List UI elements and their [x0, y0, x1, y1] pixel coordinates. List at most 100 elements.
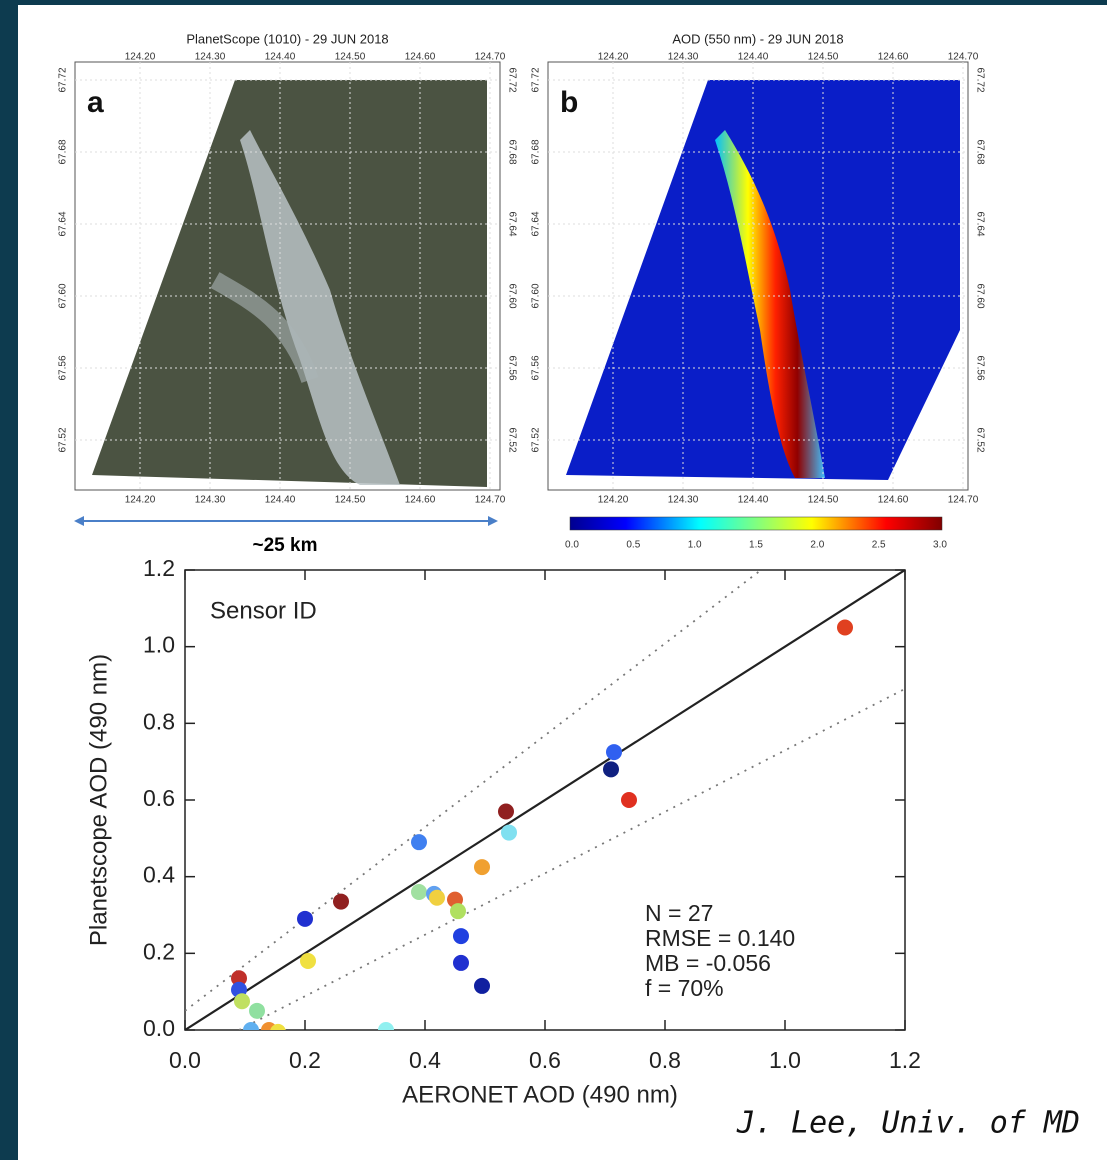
y-tick-label: 1.2: [143, 555, 175, 581]
lon-label: 124.60: [405, 495, 436, 506]
stat-text: f = 70%: [645, 975, 724, 1001]
smoke-plume: [210, 272, 319, 383]
colorbar-label: 0.5: [626, 540, 640, 551]
data-point: [243, 1022, 259, 1030]
lat-label: 67.68: [974, 139, 985, 164]
lat-label: 67.56: [58, 355, 69, 380]
data-point: [453, 928, 469, 945]
x-tick-label: 1.2: [889, 1047, 921, 1073]
lat-label: 67.60: [531, 283, 542, 308]
colorbar-label: 3.0: [933, 540, 947, 551]
x-tick-label: 0.4: [409, 1047, 441, 1073]
lon-label: 124.20: [125, 495, 156, 506]
map-title: PlanetScope (1010) - 29 JUN 2018: [186, 31, 388, 46]
lat-label: 67.56: [506, 355, 517, 380]
x-tick-label: 1.0: [769, 1047, 801, 1073]
lon-label: 124.20: [598, 52, 629, 63]
data-point: [249, 1002, 265, 1019]
data-point: [231, 970, 247, 987]
y-axis-label: Planetscope AOD (490 nm): [85, 654, 112, 946]
scale-label: ~25 km: [253, 535, 318, 556]
lat-label: 67.56: [974, 355, 985, 380]
colorbar-label: 1.0: [688, 540, 702, 551]
top-bar: [0, 0, 1107, 5]
lat-label: 67.60: [58, 283, 69, 308]
lon-label: 124.60: [878, 52, 909, 63]
lon-label: 124.70: [475, 495, 506, 506]
colorbar-label: 2.5: [872, 540, 886, 551]
stat-text: MB = -0.056: [645, 950, 771, 976]
lat-label: 67.64: [974, 211, 985, 236]
lat-label: 67.60: [974, 283, 985, 308]
data-point: [297, 910, 313, 927]
lat-label: 67.68: [506, 139, 517, 164]
data-point: [837, 619, 853, 636]
lat-label: 67.60: [506, 283, 517, 308]
stat-text: N = 27: [645, 900, 713, 926]
annotation: Sensor ID: [210, 597, 317, 624]
data-point: [501, 824, 517, 841]
lon-label: 124.70: [475, 52, 506, 63]
lat-label: 67.64: [531, 211, 542, 236]
y-tick-label: 0.2: [143, 938, 175, 964]
lat-label: 67.72: [58, 67, 69, 92]
lon-label: 124.40: [265, 52, 296, 63]
data-point: [603, 761, 619, 778]
x-tick-label: 0.6: [529, 1047, 561, 1073]
lat-label: 67.64: [506, 211, 517, 236]
map-frame: [74, 61, 501, 491]
arrow-head: [488, 516, 498, 526]
x-tick-label: 0.0: [169, 1047, 201, 1073]
data-point: [606, 744, 622, 761]
y-tick-label: 0.8: [143, 708, 175, 734]
lon-label: 124.50: [808, 495, 839, 506]
map-frame: [547, 61, 969, 491]
data-point: [474, 859, 490, 876]
lon-label: 124.60: [878, 495, 909, 506]
data-point: [300, 953, 316, 969]
lon-label: 124.30: [668, 495, 699, 506]
data-point: [429, 889, 445, 906]
colorbar-label: 0.0: [565, 540, 579, 551]
data-point: [411, 834, 427, 851]
lon-label: 124.50: [808, 52, 839, 63]
data-point: [453, 954, 469, 971]
lon-label: 124.70: [948, 52, 979, 63]
lon-label: 124.30: [195, 495, 226, 506]
data-point: [450, 903, 466, 920]
x-tick-label: 0.2: [289, 1047, 321, 1073]
data-point: [333, 893, 349, 910]
colorbar: [569, 516, 943, 531]
data-point: [498, 803, 514, 820]
lat-label: 67.56: [531, 355, 542, 380]
x-axis-label: AERONET AOD (490 nm): [402, 1081, 678, 1108]
stat-text: RMSE = 0.140: [645, 925, 795, 951]
lon-label: 124.20: [598, 495, 629, 506]
lat-label: 67.52: [58, 427, 69, 452]
panel-letter: a: [87, 86, 104, 119]
reference-line: [185, 570, 905, 1030]
lon-label: 124.20: [125, 52, 156, 63]
lat-label: 67.72: [974, 67, 985, 92]
lon-label: 124.40: [738, 495, 769, 506]
lat-label: 67.72: [531, 67, 542, 92]
arrow-head: [74, 516, 84, 526]
y-tick-label: 0.0: [143, 1015, 175, 1041]
lat-label: 67.72: [506, 67, 517, 92]
lon-label: 124.30: [668, 52, 699, 63]
lon-label: 124.70: [948, 495, 979, 506]
lon-label: 124.60: [405, 52, 436, 63]
reference-line: [185, 570, 762, 1012]
data-point: [621, 792, 637, 808]
y-tick-label: 1.0: [143, 632, 175, 658]
lat-label: 67.52: [531, 427, 542, 452]
lon-label: 124.40: [265, 495, 296, 506]
lat-label: 67.52: [506, 427, 517, 452]
data-point: [411, 884, 427, 900]
lat-label: 67.64: [58, 211, 69, 236]
lat-label: 67.68: [58, 139, 69, 164]
colorbar-label: 1.5: [749, 540, 763, 551]
data-point: [378, 1022, 394, 1030]
y-tick-label: 0.6: [143, 785, 175, 811]
